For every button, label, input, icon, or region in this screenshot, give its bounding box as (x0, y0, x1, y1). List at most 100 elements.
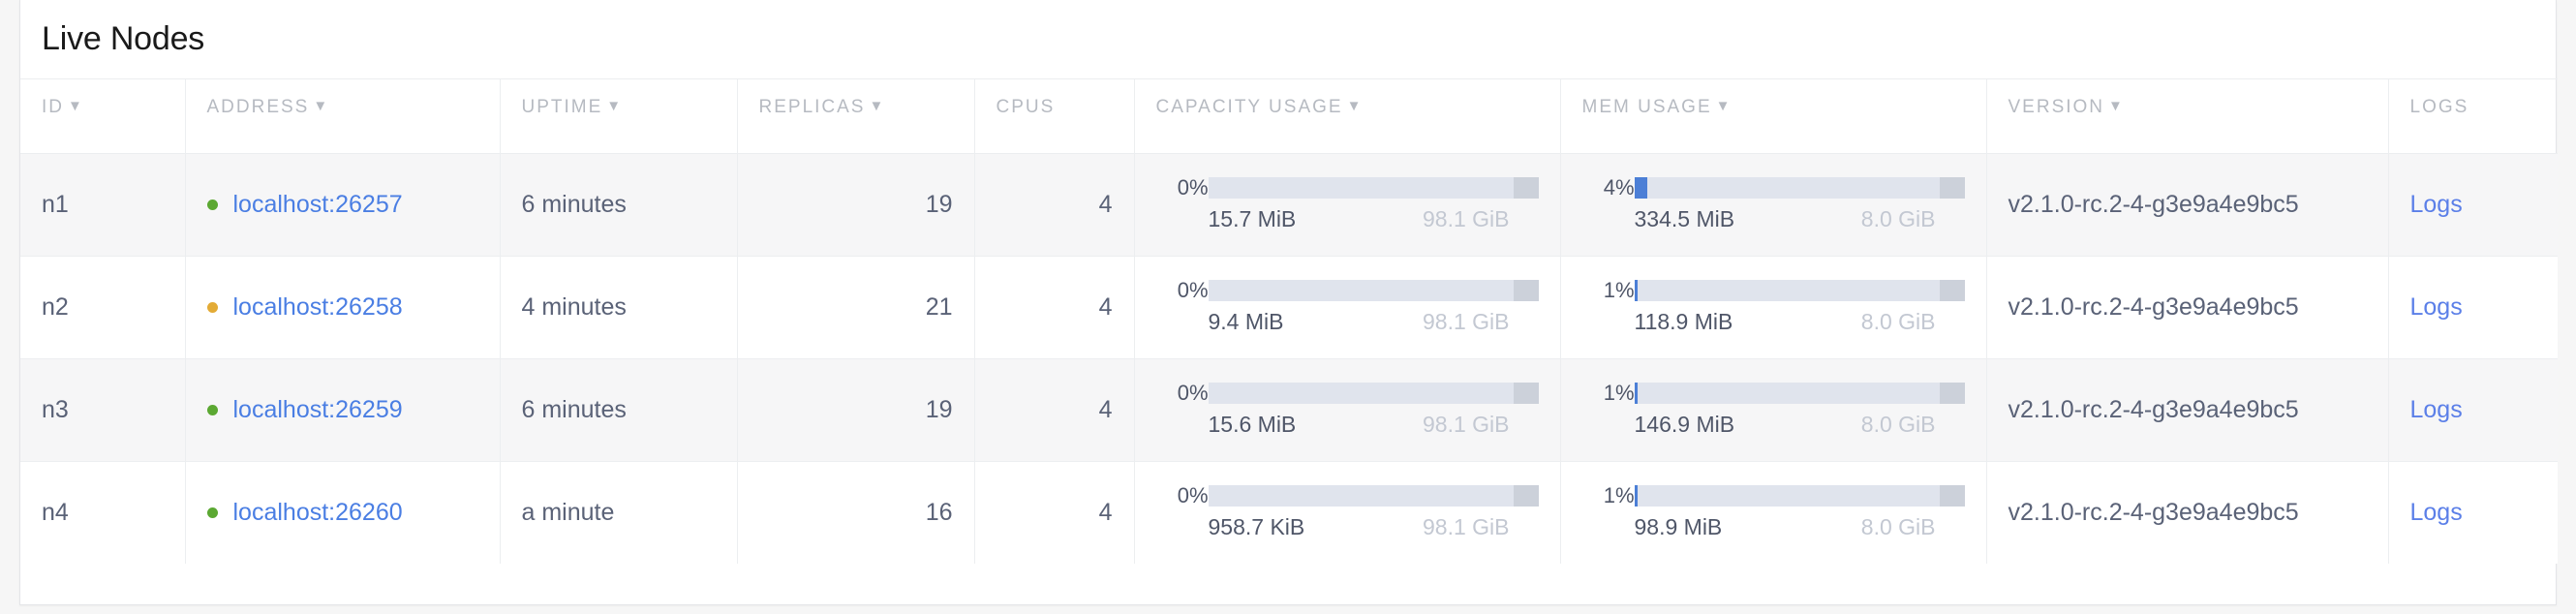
capacity-usage-used: 9.4 MiB (1208, 308, 1284, 334)
logs-link[interactable]: Logs (2409, 190, 2463, 218)
cell-logs: Logs (2388, 152, 2558, 257)
sort-caret-icon[interactable]: ▼ (1715, 97, 1733, 114)
cell-capacity-usage: 0% 9.4 MiB 98.1 GiB (1134, 255, 1561, 359)
cell-node-id: n1 (20, 152, 186, 257)
capacity-usage-bar-track (1208, 176, 1539, 199)
sort-caret-icon[interactable]: ▼ (2108, 97, 2125, 114)
capacity-usage-labels: 958.7 KiB 98.1 GiB (1156, 514, 1539, 540)
table-body: n1 localhost:26257 6 minutes 19 4 0% 15.7 Mi… (20, 152, 2558, 564)
cell-uptime: a minute (500, 460, 738, 564)
logs-link[interactable]: Logs (2409, 498, 2463, 526)
cell-replicas: 19 (737, 152, 975, 257)
mem-usage-bar-cap (1939, 279, 1965, 301)
capacity-usage-bar-track (1208, 279, 1539, 301)
capacity-usage: 0% 9.4 MiB 98.1 GiB (1156, 277, 1539, 335)
column-header-version[interactable]: VERSION ▼ (1986, 77, 2389, 154)
live-nodes-panel: Live Nodes ID ▼ ADDRESS ▼ UPTIME ▼ REPLICAS… (19, 0, 2558, 605)
node-status-dot-icon (206, 301, 218, 313)
sort-caret-icon[interactable]: ▼ (869, 97, 886, 114)
cell-uptime: 6 minutes (500, 152, 738, 257)
column-header-capacity-usage[interactable]: CAPACITY USAGE ▼ (1134, 77, 1561, 154)
capacity-usage-bar-cap (1513, 176, 1539, 199)
mem-usage-total: 8.0 GiB (1860, 513, 1936, 539)
cell-node-id: n3 (20, 357, 186, 462)
capacity-usage-bar-row: 0% (1156, 176, 1539, 199)
node-address-link[interactable]: localhost:26260 (232, 498, 403, 526)
mem-usage-total: 8.0 GiB (1860, 205, 1936, 231)
capacity-usage: 0% 958.7 KiB 98.1 GiB (1156, 482, 1539, 540)
mem-usage-labels: 118.9 MiB 8.0 GiB (1582, 309, 1965, 335)
cell-cpus: 4 (974, 357, 1135, 462)
table-row: n2 localhost:26258 4 minutes 21 4 0% 9.4 MiB… (20, 255, 2558, 359)
mem-usage-total: 8.0 GiB (1860, 411, 1936, 437)
node-status-dot-icon (206, 199, 218, 210)
mem-usage-bar-row: 4% (1582, 174, 1965, 200)
sort-caret-icon[interactable]: ▼ (313, 97, 330, 114)
cell-logs: Logs (2388, 357, 2558, 462)
node-address-link[interactable]: localhost:26259 (232, 395, 403, 423)
column-header-logs[interactable]: LOGS (2388, 77, 2558, 154)
mem-usage: 1% 118.9 MiB 8.0 GiB (1582, 277, 1965, 335)
mem-usage-bar-fill (1634, 484, 1638, 507)
mem-usage-bar-cap (1939, 382, 1965, 404)
column-header-cpus[interactable]: CPUS (974, 77, 1135, 154)
node-address-link[interactable]: localhost:26258 (232, 292, 403, 321)
logs-link[interactable]: Logs (2409, 395, 2463, 423)
column-label: ID (42, 96, 64, 117)
capacity-usage-labels: 9.4 MiB 98.1 GiB (1156, 309, 1539, 335)
mem-usage-bar-row: 1% (1582, 482, 1965, 507)
capacity-usage-percent: 0% (1177, 482, 1209, 507)
mem-usage-percent: 1% (1603, 380, 1635, 405)
cell-logs: Logs (2388, 255, 2558, 359)
cell-replicas: 21 (737, 255, 975, 359)
column-header-replicas[interactable]: REPLICAS ▼ (737, 77, 975, 154)
column-header-id[interactable]: ID ▼ (20, 77, 186, 154)
mem-usage-percent: 4% (1603, 174, 1635, 200)
column-header-uptime[interactable]: UPTIME ▼ (500, 77, 738, 154)
capacity-usage-labels: 15.6 MiB 98.1 GiB (1156, 412, 1539, 438)
column-label: UPTIME (521, 96, 603, 117)
cell-uptime: 6 minutes (500, 357, 738, 462)
mem-usage-percent: 1% (1603, 482, 1635, 507)
cell-capacity-usage: 0% 15.6 MiB 98.1 GiB (1134, 357, 1561, 462)
node-status-dot-icon (206, 507, 218, 518)
column-label: LOGS (2409, 96, 2469, 117)
cell-mem-usage: 1% 118.9 MiB 8.0 GiB (1560, 255, 1987, 359)
cell-replicas: 19 (737, 357, 975, 462)
cell-address: localhost:26258 (185, 255, 501, 359)
mem-usage-bar-fill (1634, 279, 1638, 301)
node-address-link[interactable]: localhost:26257 (232, 190, 403, 218)
mem-usage-used: 334.5 MiB (1634, 205, 1735, 231)
mem-usage-total: 8.0 GiB (1860, 308, 1936, 334)
capacity-usage-percent: 0% (1177, 277, 1209, 302)
column-label: CPUS (996, 96, 1056, 117)
cell-version: v2.1.0-rc.2-4-g3e9a4e9bc5 (1986, 255, 2389, 359)
sort-caret-icon[interactable]: ▼ (1346, 97, 1364, 114)
column-header-mem-usage[interactable]: MEM USAGE ▼ (1560, 77, 1987, 154)
capacity-usage-total: 98.1 GiB (1423, 411, 1510, 437)
cell-version: v2.1.0-rc.2-4-g3e9a4e9bc5 (1986, 152, 2389, 257)
mem-usage-percent: 1% (1603, 277, 1635, 302)
mem-usage-bar-cap (1939, 484, 1965, 507)
cell-cpus: 4 (974, 460, 1135, 564)
capacity-usage-used: 15.6 MiB (1208, 411, 1297, 437)
logs-link[interactable]: Logs (2409, 292, 2463, 321)
table-row: n3 localhost:26259 6 minutes 19 4 0% 15.6 Mi… (20, 357, 2558, 462)
column-header-address[interactable]: ADDRESS ▼ (185, 77, 501, 154)
table-header: ID ▼ ADDRESS ▼ UPTIME ▼ REPLICAS ▼ CPUS CAPA… (20, 77, 2558, 154)
mem-usage-labels: 334.5 MiB 8.0 GiB (1582, 206, 1965, 232)
cell-capacity-usage: 0% 958.7 KiB 98.1 GiB (1134, 460, 1561, 564)
sort-caret-icon[interactable]: ▼ (606, 97, 624, 114)
cell-address: localhost:26260 (185, 460, 501, 564)
cell-uptime: 4 minutes (500, 255, 738, 359)
mem-usage: 1% 146.9 MiB 8.0 GiB (1582, 380, 1965, 438)
sort-caret-icon[interactable]: ▼ (68, 97, 84, 114)
capacity-usage-bar-cap (1513, 484, 1539, 507)
capacity-usage-total: 98.1 GiB (1423, 308, 1510, 334)
column-label: VERSION (2008, 96, 2105, 117)
capacity-usage-bar-cap (1513, 279, 1539, 301)
cell-version: v2.1.0-rc.2-4-g3e9a4e9bc5 (1986, 357, 2389, 462)
capacity-usage-bar-track (1208, 382, 1539, 404)
table-row: n4 localhost:26260 a minute 16 4 0% 958.7 Ki… (20, 460, 2558, 564)
